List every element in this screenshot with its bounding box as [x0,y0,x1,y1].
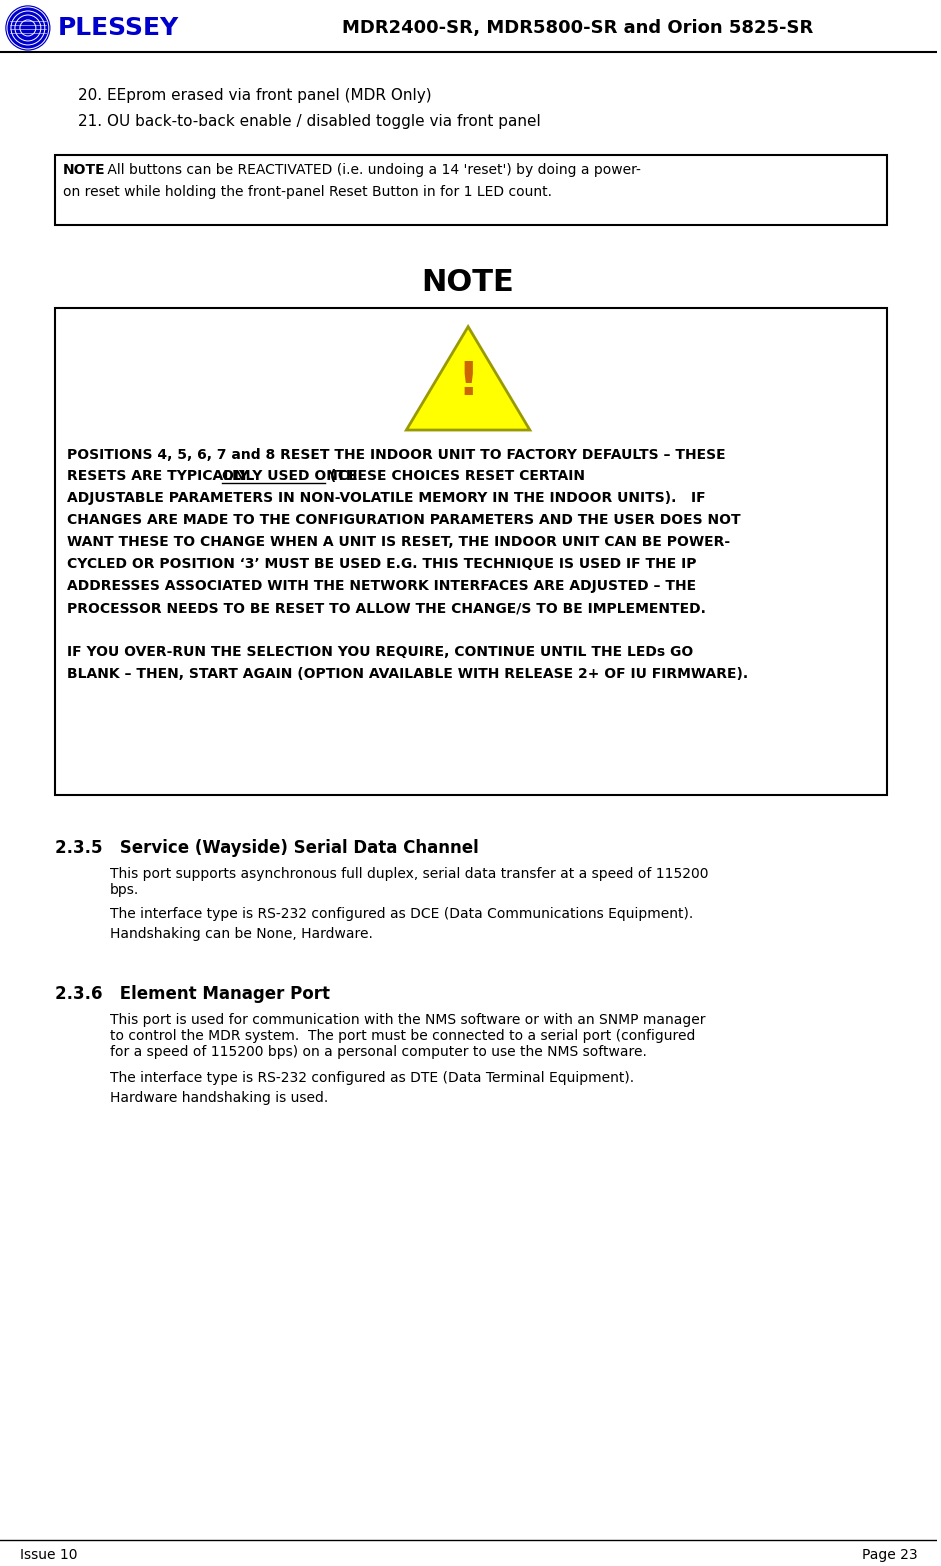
Text: IF YOU OVER-RUN THE SELECTION YOU REQUIRE, CONTINUE UNTIL THE LEDs GO: IF YOU OVER-RUN THE SELECTION YOU REQUIR… [67,645,693,659]
Text: NOTE: NOTE [63,163,105,177]
Circle shape [6,6,50,50]
Text: RESETS ARE TYPICALLY: RESETS ARE TYPICALLY [67,470,254,484]
Text: ADDRESSES ASSOCIATED WITH THE NETWORK INTERFACES ARE ADJUSTED – THE: ADDRESSES ASSOCIATED WITH THE NETWORK IN… [67,579,695,594]
Text: 2.3.5   Service (Wayside) Serial Data Channel: 2.3.5 Service (Wayside) Serial Data Chan… [55,839,479,857]
Text: This port supports asynchronous full duplex, serial data transfer at a speed of : This port supports asynchronous full dup… [109,868,708,897]
Text: PLESSEY: PLESSEY [57,16,179,41]
Text: PROCESSOR NEEDS TO BE RESET TO ALLOW THE CHANGE/S TO BE IMPLEMENTED.: PROCESSOR NEEDS TO BE RESET TO ALLOW THE… [67,601,706,615]
Text: NOTE: NOTE [422,268,515,296]
Text: ONLY USED ONCE: ONLY USED ONCE [221,470,358,484]
Text: on reset while holding the front-panel Reset Button in for 1 LED count.: on reset while holding the front-panel R… [63,185,551,199]
Text: WANT THESE TO CHANGE WHEN A UNIT IS RESET, THE INDOOR UNIT CAN BE POWER-: WANT THESE TO CHANGE WHEN A UNIT IS RESE… [67,536,730,550]
FancyBboxPatch shape [55,155,887,226]
Text: 20. EEprom erased via front panel (MDR Only): 20. EEprom erased via front panel (MDR O… [78,88,431,103]
FancyBboxPatch shape [55,307,887,796]
Text: CYCLED OR POSITION ‘3’ MUST BE USED E.G. THIS TECHNIQUE IS USED IF THE IP: CYCLED OR POSITION ‘3’ MUST BE USED E.G.… [67,557,696,572]
Text: Page 23: Page 23 [862,1549,917,1563]
Text: ADJUSTABLE PARAMETERS IN NON-VOLATILE MEMORY IN THE INDOOR UNITS).   IF: ADJUSTABLE PARAMETERS IN NON-VOLATILE ME… [67,492,706,506]
Text: BLANK – THEN, START AGAIN (OPTION AVAILABLE WITH RELEASE 2+ OF IU FIRMWARE).: BLANK – THEN, START AGAIN (OPTION AVAILA… [67,667,748,681]
Text: 2.3.6   Element Manager Port: 2.3.6 Element Manager Port [55,985,329,1002]
Text: Hardware handshaking is used.: Hardware handshaking is used. [109,1092,327,1106]
Text: All buttons can be REACTIVATED (i.e. undoing a 14 'reset') by doing a power-: All buttons can be REACTIVATED (i.e. und… [103,163,641,177]
Text: The interface type is RS-232 configured as DTE (Data Terminal Equipment).: The interface type is RS-232 configured … [109,1071,633,1085]
Text: Handshaking can be None, Hardware.: Handshaking can be None, Hardware. [109,927,373,941]
Polygon shape [407,327,530,431]
Text: Issue 10: Issue 10 [20,1549,77,1563]
Text: This port is used for communication with the NMS software or with an SNMP manage: This port is used for communication with… [109,1013,705,1059]
Text: (THESE CHOICES RESET CERTAIN: (THESE CHOICES RESET CERTAIN [325,470,584,484]
Text: 21. OU back-to-back enable / disabled toggle via front panel: 21. OU back-to-back enable / disabled to… [78,114,540,128]
Text: CHANGES ARE MADE TO THE CONFIGURATION PARAMETERS AND THE USER DOES NOT: CHANGES ARE MADE TO THE CONFIGURATION PA… [67,514,741,528]
Text: The interface type is RS-232 configured as DCE (Data Communications Equipment).: The interface type is RS-232 configured … [109,907,693,921]
Text: POSITIONS 4, 5, 6, 7 and 8 RESET THE INDOOR UNIT TO FACTORY DEFAULTS – THESE: POSITIONS 4, 5, 6, 7 and 8 RESET THE IND… [67,448,726,462]
Text: MDR2400-SR, MDR5800-SR and Orion 5825-SR: MDR2400-SR, MDR5800-SR and Orion 5825-SR [342,19,813,38]
Text: !: ! [457,360,479,406]
